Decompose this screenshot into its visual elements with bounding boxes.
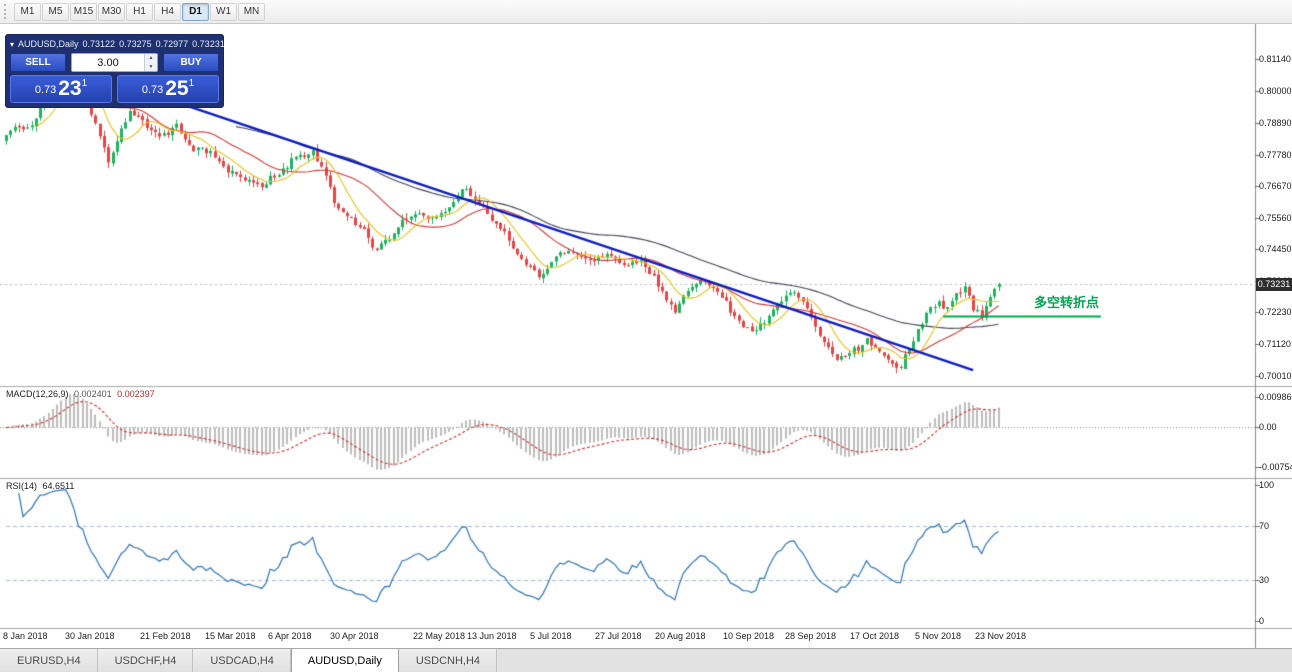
price-axis-label: 0.71120	[1259, 339, 1291, 350]
macd-name: MACD(12,26,9)	[6, 389, 69, 399]
ask-prefix: 0.73	[141, 84, 164, 96]
chart-tab-bar: EURUSD,H4 USDCHF,H4 USDCAD,H4 AUDUSD,Daily U…	[0, 648, 1292, 672]
date-axis-label: 30 Apr 2018	[330, 631, 379, 641]
bid-pips: 23	[58, 77, 82, 100]
timeframe-toolbar: M1 M5 M15 M30 H1 H4 D1 W1 MN	[0, 0, 1292, 24]
current-price-badge: 0.73231	[1256, 277, 1292, 291]
date-axis-label: 5 Nov 2018	[915, 631, 962, 641]
timeframe-button-m1[interactable]: M1	[14, 2, 41, 21]
volume-down-icon[interactable]: ▼	[145, 63, 157, 71]
timeframe-button-m15[interactable]: M15	[70, 2, 97, 21]
date-axis-label: 28 Sep 2018	[785, 631, 837, 641]
chart-tab-usdcnh-h4[interactable]: USDCNH,H4	[398, 649, 498, 672]
ohlc-close: 0.73231	[192, 39, 225, 49]
macd-signal-value: 0.002397	[117, 389, 155, 399]
date-axis-label: 15 Mar 2018	[205, 631, 256, 641]
price-axis-label: 0.70010	[1259, 370, 1292, 381]
chart-tab-usdchf-h4[interactable]: USDCHF,H4	[97, 649, 194, 672]
chart-tab-usdcad-h4[interactable]: USDCAD,H4	[193, 649, 291, 672]
indicator-axis-label: 0.009863	[1259, 392, 1292, 402]
timeframe-button-h4[interactable]: H4	[154, 2, 181, 21]
bid-prefix: 0.73	[34, 84, 57, 96]
macd-indicator-label: MACD(12,26,9) 0.002401 0.002397	[6, 389, 155, 399]
ask-point: 1	[188, 78, 195, 89]
timeframe-button-h1[interactable]: H1	[126, 2, 153, 21]
date-axis-label: 23 Nov 2018	[975, 631, 1027, 641]
collapse-panel-icon[interactable]: ▾	[10, 39, 15, 49]
indicator-axis-label: 0	[1259, 616, 1265, 626]
date-axis-label: 5 Jul 2018	[530, 631, 572, 641]
volume-stepper: ▲ ▼	[144, 54, 157, 71]
bid-price-button[interactable]: 0.73 23 1	[10, 75, 112, 103]
symbol-label: AUDUSD,Daily	[18, 39, 79, 49]
indicator-axis-label: 100	[1259, 480, 1275, 490]
timeframe-button-d1[interactable]: D1	[182, 2, 209, 21]
bid-point: 1	[81, 78, 88, 89]
rsi-name: RSI(14)	[6, 481, 38, 491]
date-axis-label: 21 Feb 2018	[140, 631, 191, 641]
toolbar-grip-icon	[4, 4, 9, 19]
date-axis-label: 20 Aug 2018	[655, 631, 706, 641]
price-axis-label: 0.78890	[1259, 118, 1292, 128]
ask-pips: 25	[165, 77, 189, 100]
chart-ohlc-line: ▾ AUDUSD,Daily 0.73122 0.73275 0.72977 0…	[10, 37, 225, 51]
price-axis-label: 0.75560	[1259, 212, 1292, 223]
price-axis-label: 0.74450	[1259, 244, 1292, 255]
indicator-axis-label: 70	[1259, 521, 1270, 531]
timeframe-button-m30[interactable]: M30	[98, 2, 125, 21]
date-axis-label: 30 Jan 2018	[65, 631, 115, 641]
chart-tab-eurusd-h4[interactable]: EURUSD,H4	[0, 649, 98, 672]
volume-spinner: ▲ ▼	[71, 53, 158, 72]
chart-tab-audusd-daily[interactable]: AUDUSD,Daily	[290, 649, 399, 672]
price-axis-label: 0.80000	[1259, 86, 1292, 97]
volume-up-icon[interactable]: ▲	[145, 54, 157, 63]
chart-text-annotation: 多空转折点	[1034, 295, 1100, 310]
bid-ask-row: 0.73 23 1 0.73 25 1	[10, 75, 219, 103]
date-axis-label: 10 Sep 2018	[723, 631, 775, 641]
ask-price-button[interactable]: 0.73 25 1	[117, 75, 219, 103]
price-axis-label: 0.76670	[1259, 181, 1292, 192]
ohlc-open: 0.73122	[82, 39, 116, 49]
timeframe-button-mn[interactable]: MN	[238, 2, 265, 21]
macd-main-value: 0.002401	[74, 389, 112, 399]
ohlc-low: 0.72977	[155, 39, 189, 49]
one-click-trading-panel: ▾ AUDUSD,Daily 0.73122 0.73275 0.72977 0…	[5, 34, 225, 108]
date-axis-label: 22 May 2018	[413, 631, 466, 641]
indicator-axis-label: 0.00	[1259, 422, 1277, 432]
timeframe-button-w1[interactable]: W1	[210, 2, 237, 21]
indicator-axis-label: 30	[1259, 575, 1270, 585]
date-axis-label: 17 Oct 2018	[850, 631, 900, 641]
timeframe-button-m5[interactable]: M5	[42, 2, 69, 21]
date-axis-label: 6 Apr 2018	[268, 631, 312, 641]
date-axis-label: 13 Jun 2018	[467, 631, 517, 641]
price-axis-label: 0.72230	[1259, 307, 1292, 318]
volume-input[interactable]	[72, 54, 144, 71]
date-axis-label: 27 Jul 2018	[595, 631, 642, 641]
rsi-value: 64.6511	[42, 481, 75, 491]
price-axis-label: 0.81140	[1259, 53, 1291, 64]
order-controls-row: SELL ▲ ▼ BUY	[10, 52, 219, 73]
date-axis-label: 8 Jan 2018	[3, 631, 48, 641]
sell-button[interactable]: SELL	[10, 53, 66, 72]
ohlc-high: 0.73275	[119, 39, 152, 49]
timeframe-buttons: M1 M5 M15 M30 H1 H4 D1 W1 MN	[14, 2, 266, 21]
indicator-axis-label: -0.007543	[1259, 462, 1292, 472]
price-axis-label: 0.77780	[1259, 149, 1292, 160]
buy-button[interactable]: BUY	[163, 53, 219, 72]
rsi-indicator-label: RSI(14) 64.6511	[6, 481, 74, 491]
